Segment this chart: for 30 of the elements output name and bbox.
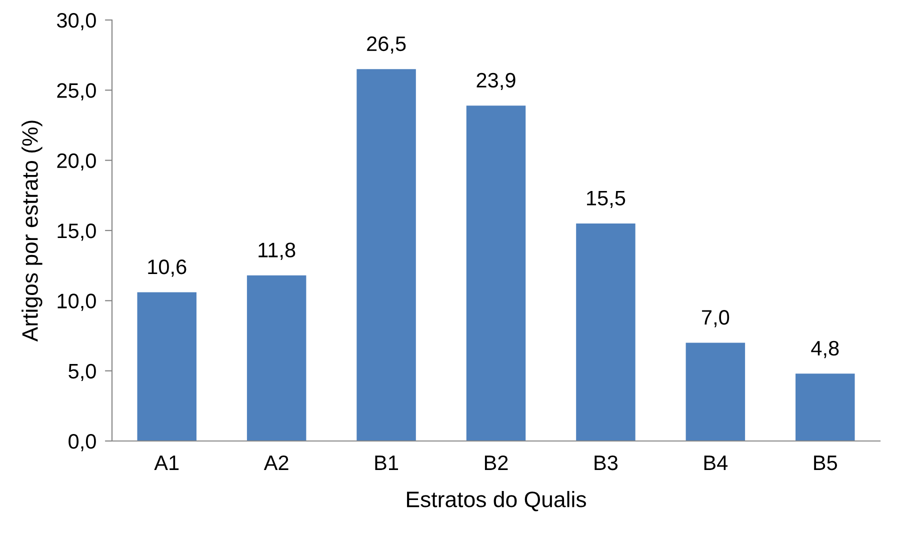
data-label: 15,5 — [587, 190, 626, 208]
y-tick-label: 30,0 — [56, 13, 96, 30]
bar — [466, 106, 526, 441]
y-tick-label: 20,0 — [57, 153, 96, 171]
data-label: 10,6 — [148, 259, 186, 277]
bar — [246, 275, 306, 441]
bar — [356, 69, 416, 441]
bar — [796, 374, 855, 441]
x-tick-label: A2 — [264, 455, 288, 470]
bar — [137, 292, 196, 441]
x-axis-title: Estratos do Qualis — [407, 490, 586, 512]
x-tick-label: B5 — [814, 456, 838, 470]
x-tick-label: A1 — [154, 456, 179, 470]
y-tick-label: 25,0 — [57, 83, 96, 100]
y-axis-title: Artigos por estrato (%) — [22, 120, 42, 342]
x-tick-label: B3 — [594, 455, 618, 470]
data-label: 26,5 — [367, 36, 406, 54]
data-label: 4,8 — [811, 340, 839, 358]
x-tick-label: B4 — [704, 456, 728, 470]
bar — [686, 342, 746, 441]
data-label: 7,0 — [702, 310, 730, 328]
y-tick-label: 15,0 — [58, 224, 96, 241]
x-tick-label: B1 — [375, 456, 398, 470]
bar — [576, 223, 636, 441]
y-tick-label: 0,0 — [68, 434, 96, 452]
y-tick-label: 5,0 — [68, 364, 96, 382]
data-label: 23,9 — [476, 72, 516, 90]
data-label: 11,8 — [258, 242, 296, 260]
y-tick-label: 10,0 — [58, 294, 96, 311]
x-tick-label: B2 — [484, 455, 508, 470]
